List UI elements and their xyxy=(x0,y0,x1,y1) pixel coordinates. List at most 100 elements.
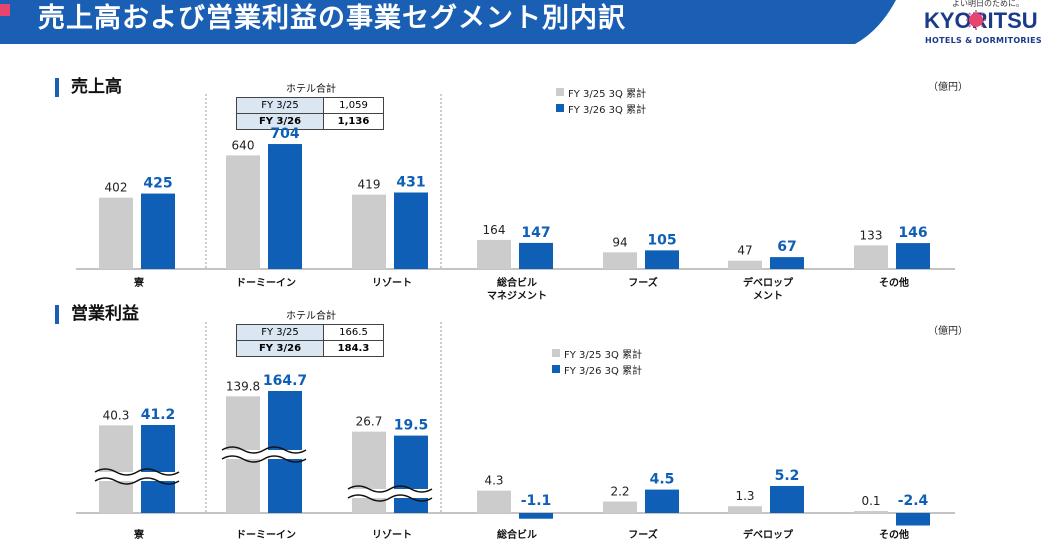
hotel-total-value: 184.3 xyxy=(323,340,384,357)
data-label: 640 xyxy=(232,138,255,152)
category-label: その他 xyxy=(879,276,909,289)
category-label: 寮 xyxy=(133,276,145,289)
logo-subtitle: HOTELS & DORMITORIES xyxy=(925,36,1042,45)
data-label: 133 xyxy=(860,228,883,242)
data-label: 2.2 xyxy=(610,485,629,499)
profit-hotel-total-box: ホテル合計 FY 3/25 166.5 FY 3/26 184.3 xyxy=(236,309,386,357)
bar-curr xyxy=(645,250,679,269)
hotel-total-table: FY 3/25 166.5 FY 3/26 184.3 xyxy=(236,324,384,357)
header-banner xyxy=(0,0,896,44)
bar-prev xyxy=(477,490,511,513)
data-label: 431 xyxy=(396,174,425,190)
hotel-total-label: FY 3/26 xyxy=(236,113,324,130)
company-logo: よい明日のために。 KYORITSU HOTELS & DORMITORIES xyxy=(914,0,1054,52)
data-label: 40.3 xyxy=(103,408,130,422)
legend-swatch-curr xyxy=(556,104,564,112)
axis-break-gap xyxy=(95,472,179,481)
hotel-total-label: FY 3/26 xyxy=(236,340,324,357)
bar-prev xyxy=(854,245,888,269)
data-label: 4.5 xyxy=(650,472,675,488)
sun-icon xyxy=(966,10,986,30)
data-label: 94 xyxy=(612,235,627,249)
data-label: 0.1 xyxy=(861,494,880,508)
category-label: フーズ xyxy=(628,276,658,289)
bar-prev xyxy=(99,197,133,269)
bar-curr xyxy=(394,435,428,513)
category-label: マネジメント xyxy=(487,290,547,300)
data-label: 4.3 xyxy=(484,474,503,488)
category-label: デベロップ xyxy=(743,528,794,541)
bar-prev xyxy=(728,260,762,269)
data-label: 41.2 xyxy=(141,407,176,423)
data-label: 164.7 xyxy=(263,373,307,389)
hotel-total-title: ホテル合計 xyxy=(286,311,336,322)
hotel-total-title: ホテル合計 xyxy=(286,84,336,95)
legend-label-curr: FY 3/26 3Q 累計 xyxy=(564,365,643,377)
data-label: -1.1 xyxy=(521,493,552,509)
data-label: 164 xyxy=(483,223,506,237)
header: 売上高および営業利益の事業セグメント別内訳 よい明日のために。 KYORITSU… xyxy=(0,0,1059,58)
legend-label-curr: FY 3/26 3Q 累計 xyxy=(568,104,647,116)
bar-prev xyxy=(603,252,637,269)
category-label: メント xyxy=(753,290,783,300)
sales-section-title: 売上高 xyxy=(55,78,122,97)
category-label: 総合ビル xyxy=(497,276,537,289)
axis-break-gap xyxy=(348,489,432,498)
profit-unit: （億円） xyxy=(928,326,968,337)
page-title: 売上高および営業利益の事業セグメント別内訳 xyxy=(38,3,626,34)
data-label: -2.4 xyxy=(898,493,929,509)
axis-break-gap xyxy=(222,450,306,459)
data-label: 419 xyxy=(358,178,381,192)
axis-break-mark xyxy=(94,468,180,476)
axis-break-mark xyxy=(94,477,180,485)
axis-break-mark xyxy=(221,455,307,463)
data-label: 1.3 xyxy=(735,489,754,503)
bar-curr xyxy=(770,257,804,269)
bar-prev xyxy=(352,194,386,269)
category-label: ドーミーイン xyxy=(236,529,296,541)
data-label: 105 xyxy=(647,232,676,248)
category-label: ドーミーイン xyxy=(236,277,296,289)
data-label: 402 xyxy=(105,181,128,195)
sales-hotel-total-box: ホテル合計 FY 3/25 1,059 FY 3/26 1,136 xyxy=(236,82,386,130)
axis-break-mark xyxy=(221,446,307,454)
bar-prev xyxy=(477,239,511,269)
bar-curr xyxy=(519,242,553,269)
category-label: リゾート xyxy=(372,528,412,541)
legend-swatch-curr xyxy=(552,365,560,373)
logo-tagline: よい明日のために。 xyxy=(952,0,1024,8)
bar-curr xyxy=(645,489,679,513)
data-label: 139.8 xyxy=(226,379,260,393)
axis-break-mark xyxy=(347,485,433,493)
category-label: デベロップ xyxy=(743,276,794,289)
sales-unit: （億円） xyxy=(928,82,968,93)
bar-prev xyxy=(854,511,888,513)
bar-curr xyxy=(394,192,428,269)
data-label: 704 xyxy=(270,126,299,142)
data-label: 5.2 xyxy=(775,468,800,484)
bar-prev xyxy=(603,501,637,513)
data-label: 19.5 xyxy=(394,418,429,434)
legend-swatch-prev xyxy=(556,88,564,96)
sales-bar-chart: 402 640 419 164 94 47 133 425 704 431 147 105 67 146 寮… xyxy=(76,94,955,300)
sales-legend: FY 3/25 3Q 累計 FY 3/26 3Q 累計 xyxy=(556,84,646,116)
bar-curr xyxy=(519,513,553,519)
category-label: 寮 xyxy=(133,528,145,541)
legend-label-prev: FY 3/25 3Q 累計 xyxy=(564,349,643,361)
category-label: リゾート xyxy=(372,276,412,289)
category-label: 総合ビル xyxy=(497,528,537,541)
bar-curr xyxy=(896,513,930,526)
bar-curr xyxy=(268,144,302,269)
data-label: 146 xyxy=(898,225,927,241)
bar-curr xyxy=(770,485,804,513)
data-label: 425 xyxy=(143,176,172,192)
hotel-total-table: FY 3/25 1,059 FY 3/26 1,136 xyxy=(236,97,384,130)
category-label: フーズ xyxy=(628,528,658,541)
data-label: 67 xyxy=(777,239,796,255)
bar-prev xyxy=(728,506,762,513)
bar-prev xyxy=(226,155,260,269)
bar-curr xyxy=(141,193,175,269)
hotel-total-value: 1,136 xyxy=(323,113,384,130)
category-label: その他 xyxy=(879,528,909,541)
